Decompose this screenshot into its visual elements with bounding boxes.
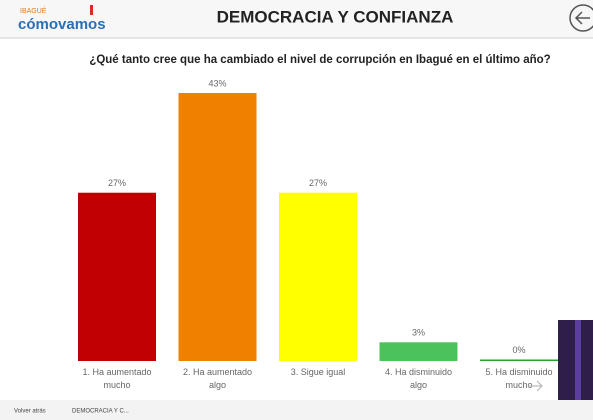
bar <box>480 359 558 361</box>
video-detail <box>575 320 581 420</box>
back-arrow[interactable] <box>574 11 590 25</box>
value-label: 43% <box>208 78 226 88</box>
header-bar <box>0 0 593 38</box>
chart-subtitle: ¿Qué tanto cree que ha cambiado el nivel… <box>89 54 550 66</box>
x-tick-label: 4. Ha disminuido algo <box>385 367 452 390</box>
x-tick-label: 2. Ha aumentado algo <box>183 367 252 390</box>
x-tick-label: 1. Ha aumentado mucho <box>82 367 151 390</box>
back-circle[interactable] <box>569 4 593 32</box>
logo-mark <box>90 5 93 15</box>
bar <box>379 342 458 361</box>
value-label: 27% <box>108 178 126 188</box>
page-tab[interactable]: DEMOCRACIA Y C... <box>72 409 129 415</box>
chart-title: DEMOCRACIA Y CONFIANZA <box>217 7 454 26</box>
bar <box>78 192 156 361</box>
x-tick-label: 5. Ha disminuido mucho <box>485 367 552 390</box>
bar <box>178 93 257 361</box>
footer-bar <box>0 400 593 420</box>
back-button[interactable] <box>569 4 593 32</box>
logo: cómovamos <box>18 16 106 33</box>
value-label: 27% <box>309 178 327 188</box>
x-tick-label: 3. Sigue igual <box>291 367 346 377</box>
back-link[interactable]: Volver atrás <box>14 409 46 415</box>
logo-top: IBAGUÉ <box>20 6 47 15</box>
value-label: 3% <box>412 328 425 338</box>
value-label: 0% <box>512 345 525 355</box>
bar <box>279 192 357 361</box>
next-arrow[interactable] <box>528 380 543 392</box>
plot: 27% 1. Ha aumentado mucho 43% 2. Ha aumentad… <box>78 78 558 390</box>
